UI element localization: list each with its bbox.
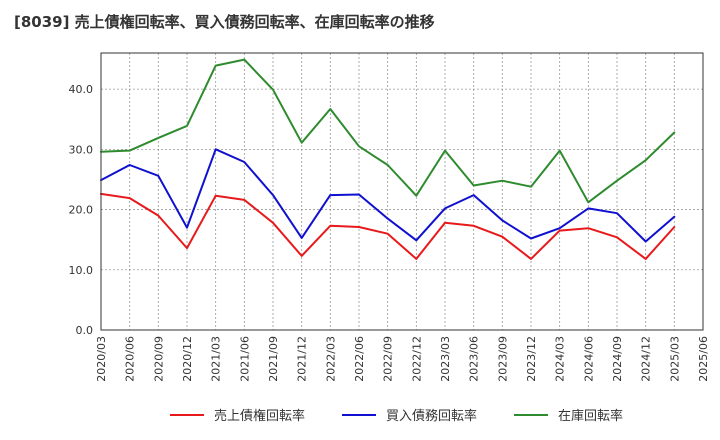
x-tick-label: 2021/09 [267, 336, 280, 382]
legend-item-receivables-turnover: 売上債権回転率 [170, 405, 305, 424]
plot-area [100, 52, 704, 331]
x-tick-label: 2020/03 [95, 336, 108, 382]
x-tick-label: 2020/12 [181, 336, 194, 382]
x-tick-label: 2022/12 [410, 336, 423, 382]
x-tick-label: 2023/09 [496, 336, 509, 382]
x-tick-label: 2023/06 [468, 336, 481, 382]
y-tick-label: 40.0 [69, 83, 94, 96]
x-tick-label: 2024/03 [554, 336, 567, 382]
legend-swatch-inventory-turnover [514, 413, 548, 416]
plot-border [100, 52, 704, 331]
x-tick-label: 2021/06 [238, 336, 251, 382]
legend-swatch-payables-turnover [342, 413, 376, 416]
series-line-2 [100, 58, 676, 204]
legend-label-inventory-turnover: 在庫回転率 [558, 409, 624, 424]
legend-swatch-receivables-turnover [170, 413, 204, 416]
legend-label-payables-turnover: 買入債務回転率 [386, 409, 478, 424]
x-tick-label: 2022/03 [324, 336, 337, 382]
series-line-1 [100, 148, 676, 243]
y-tick-label: 0.0 [76, 324, 94, 337]
legend-item-inventory-turnover: 在庫回転率 [514, 405, 623, 424]
x-tick-label: 2024/09 [611, 336, 624, 382]
y-tick-label: 10.0 [69, 264, 94, 277]
chart-title: [8039] 売上債権回転率、買入債務回転率、在庫回転率の推移 [14, 13, 435, 31]
x-tick-label: 2023/03 [439, 336, 452, 382]
x-tick-label: 2025/06 [697, 336, 710, 382]
legend-item-payables-turnover: 買入債務回転率 [342, 405, 477, 424]
x-tick-label: 2020/09 [152, 336, 165, 382]
x-tick-label: 2023/12 [525, 336, 538, 382]
x-tick-label: 2022/06 [353, 336, 366, 382]
x-tick-label: 2020/06 [124, 336, 137, 382]
x-tick-label: 2021/12 [296, 336, 309, 382]
x-tick-label: 2024/12 [640, 336, 653, 382]
x-tick-label: 2025/03 [668, 336, 681, 382]
x-tick-label: 2021/03 [210, 336, 223, 382]
series-line-0 [100, 192, 676, 260]
y-tick-label: 20.0 [69, 204, 94, 217]
legend: 売上債権回転率 買入債務回転率 在庫回転率 [0, 405, 720, 427]
x-tick-label: 2024/06 [582, 336, 595, 382]
legend-label-receivables-turnover: 売上債権回転率 [214, 409, 306, 424]
x-tick-label: 2022/09 [382, 336, 395, 382]
y-tick-label: 30.0 [69, 143, 94, 156]
